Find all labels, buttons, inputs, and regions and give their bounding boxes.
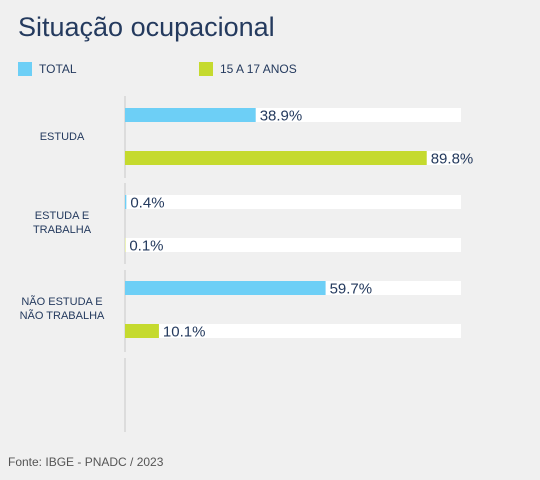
category-label: ESTUDA: [40, 131, 85, 143]
legend-swatch-total: [18, 62, 32, 76]
bar: [125, 151, 427, 165]
category-label: NÃO ESTUDA E: [21, 295, 102, 308]
data-label: 10.1%: [163, 324, 206, 341]
legend-label-total: TOTAL: [39, 62, 77, 76]
bar-track: [125, 324, 461, 338]
data-label: 0.1%: [129, 238, 163, 255]
legend-item-total: TOTAL: [18, 62, 77, 76]
bar: [125, 281, 326, 295]
category-label: TRABALHA: [33, 224, 92, 236]
data-label: 38.9%: [260, 108, 303, 125]
bar: [125, 324, 159, 338]
bar-track: [125, 238, 461, 252]
bar: [125, 195, 127, 209]
source-note: Fonte: IBGE - PNADC / 2023: [8, 455, 164, 469]
data-label: 59.7%: [330, 281, 373, 298]
chart-title: Situação ocupacional: [18, 12, 275, 42]
legend: TOTAL 15 A 17 ANOS: [18, 62, 518, 80]
legend-swatch-15-a-17-anos: [199, 62, 213, 76]
data-label: 89.8%: [431, 151, 474, 168]
category-label: ESTUDA E: [35, 210, 89, 222]
category-label: NÃO TRABALHA: [20, 309, 105, 322]
bar-track: [125, 195, 461, 209]
legend-item-15-a-17-anos: 15 A 17 ANOS: [199, 62, 297, 76]
legend-label-15-a-17-anos: 15 A 17 ANOS: [220, 62, 297, 76]
bar: [125, 108, 256, 122]
data-label: 0.4%: [130, 195, 164, 212]
